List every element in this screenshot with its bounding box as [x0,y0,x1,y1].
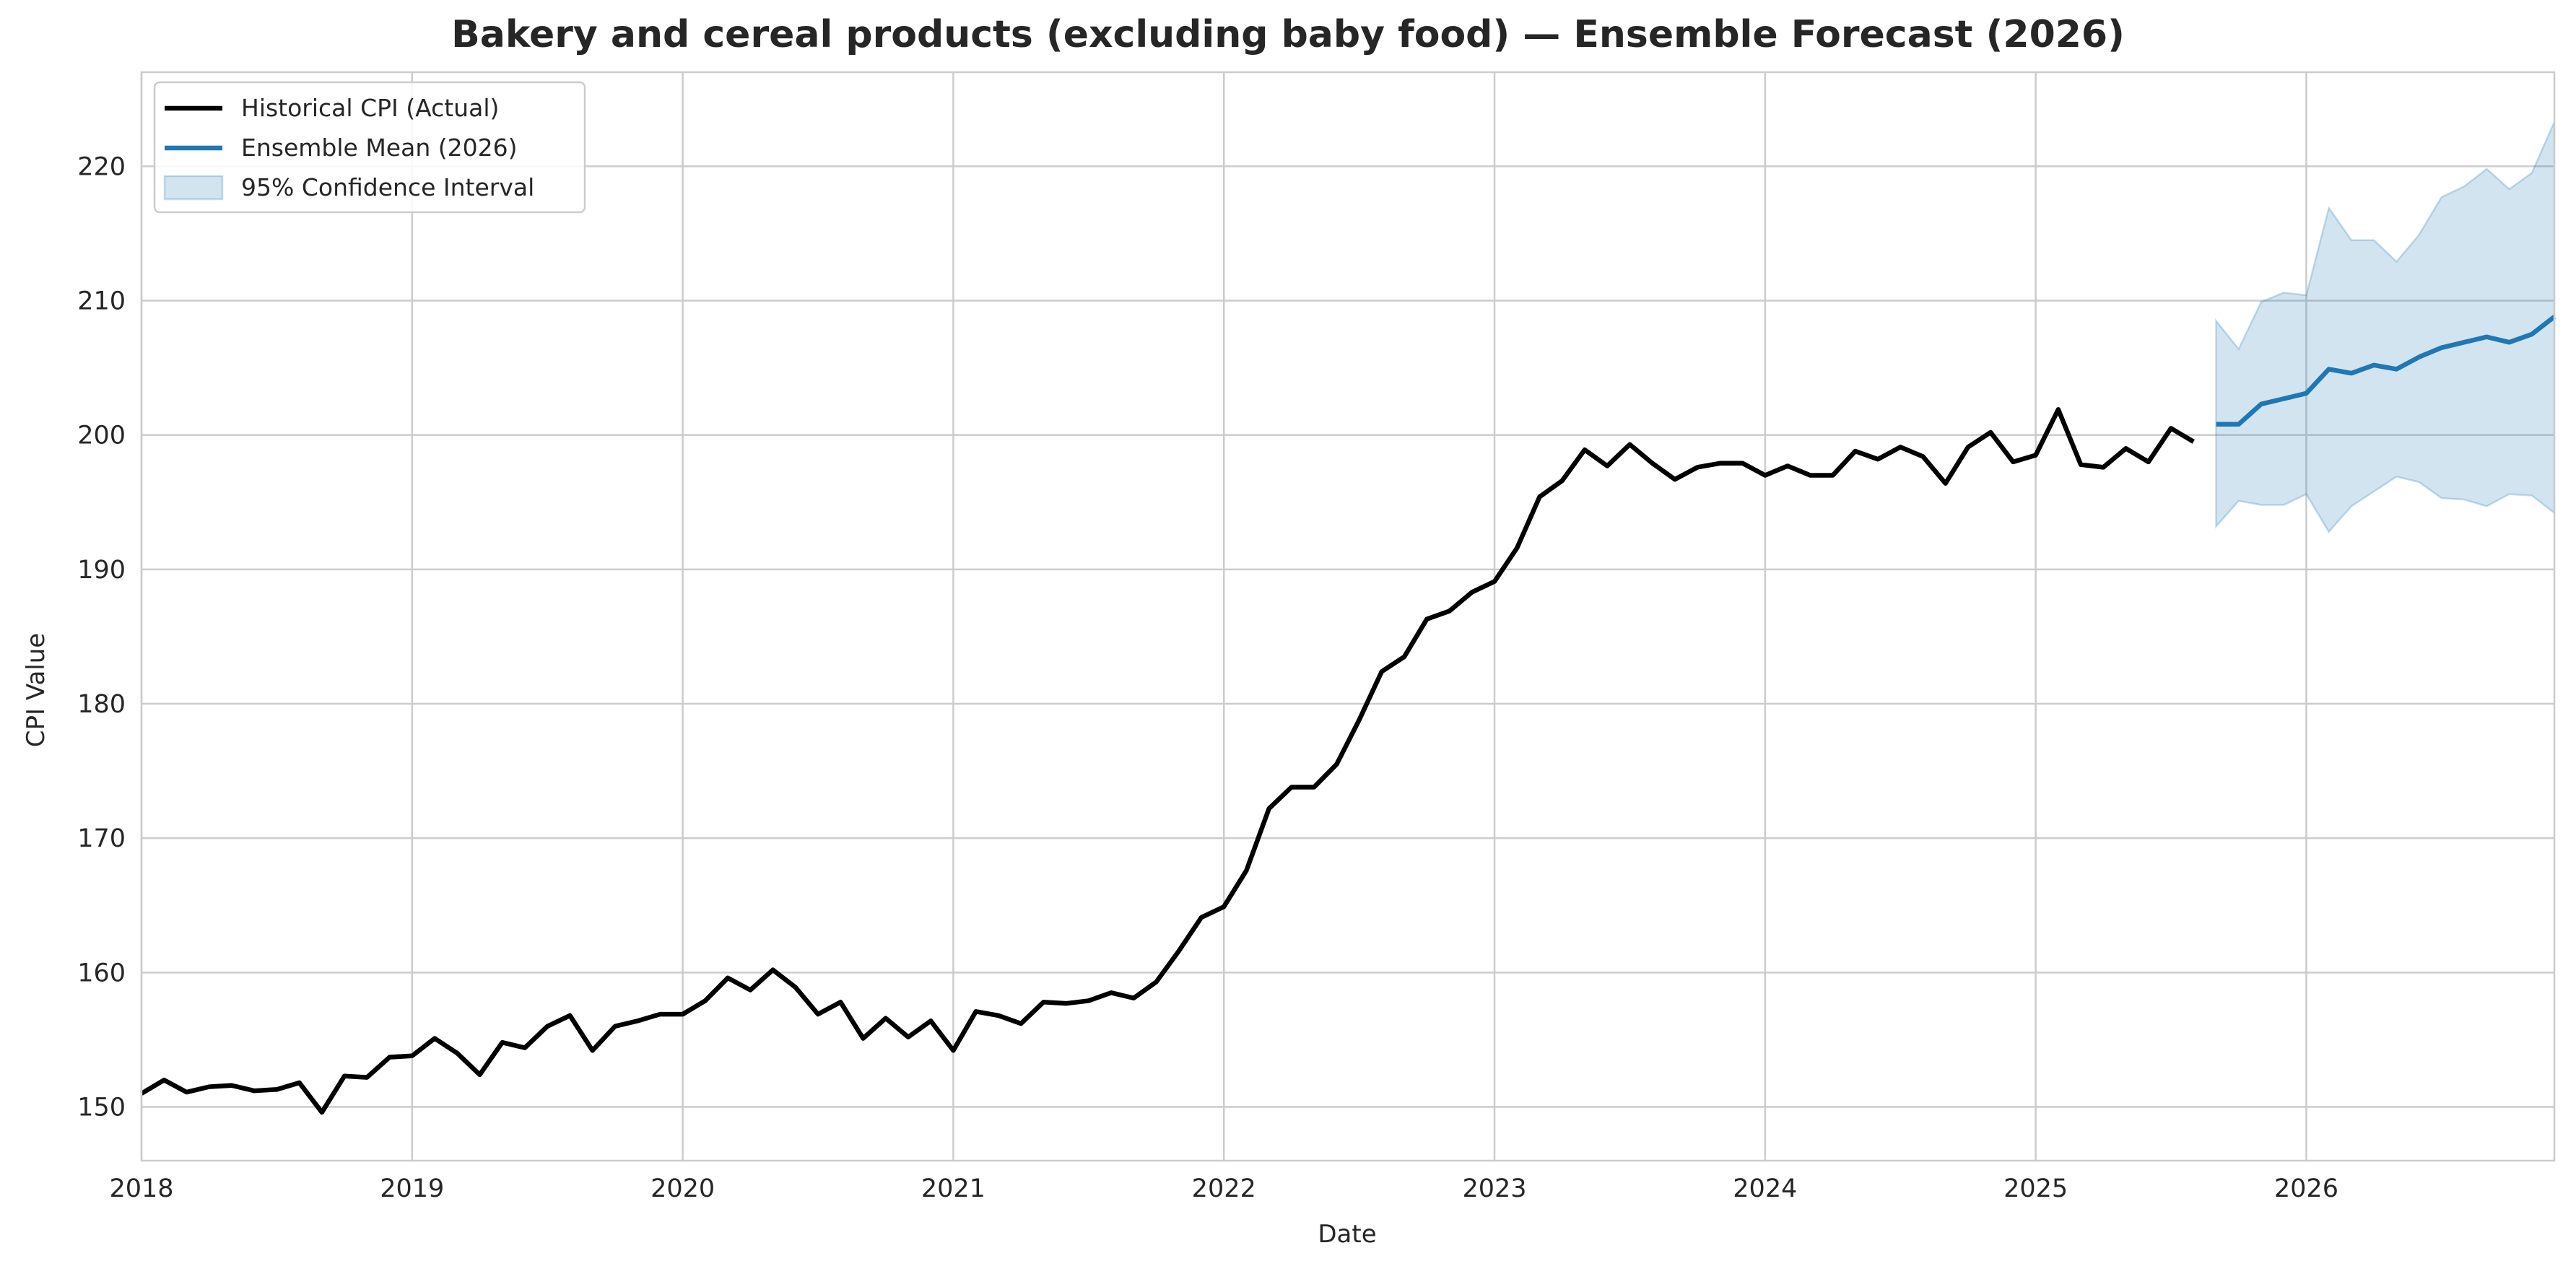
x-tick-label: 2018 [109,1174,173,1203]
historical-cpi-line [140,407,2195,1115]
y-tick-label: 150 [77,1094,126,1122]
x-tick-label: 2026 [2274,1174,2338,1203]
y-tick-label: 220 [77,152,126,181]
confidence-band-layer [2215,121,2556,533]
y-tick-label: 200 [77,422,126,450]
x-tick-label: 2020 [650,1174,715,1203]
x-tick-label: 2022 [1192,1174,1256,1203]
x-tick-label: 2025 [2003,1174,2068,1203]
y-tick-label: 210 [77,287,126,315]
plot-frame [140,71,2556,1162]
y-tick-label: 190 [77,556,126,585]
x-tick-label: 2021 [921,1174,985,1203]
y-axis-label: CPI Value [22,632,51,748]
ensemble-mean-line [2216,315,2556,427]
x-tick-label: 2023 [1462,1174,1526,1203]
y-tick-label: 170 [77,824,126,853]
legend-swatch [163,175,224,201]
legend-box [153,81,586,214]
chart-title: Bakery and cereal products (excluding ba… [451,13,2125,56]
legend-label: 95% Confidence Interval [241,173,534,201]
grid [140,72,2554,1161]
x-tick-label: 2024 [1733,1174,1797,1203]
series-lines [140,315,2556,1115]
legend-label: Ensemble Mean (2026) [241,134,517,162]
legend-label: Historical CPI (Actual) [241,94,499,122]
tick-labels: 150 160 170 180 190 200 210 220 2018 2019 2020 2021… [77,152,2338,1203]
x-axis-label: Date [1318,1220,1377,1249]
x-tick-label: 2019 [380,1174,444,1203]
confidence-band [2215,121,2556,533]
y-tick-label: 160 [77,959,126,987]
legend: Historical CPI (Actual) Ensemble Mean (20… [153,81,586,214]
y-tick-label: 180 [77,690,126,719]
